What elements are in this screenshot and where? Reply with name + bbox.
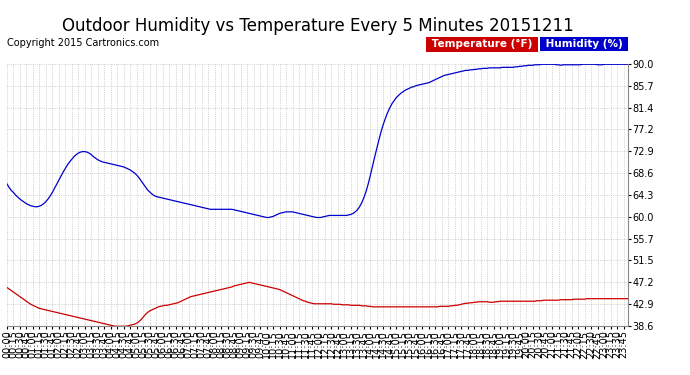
Text: Humidity (%): Humidity (%): [542, 39, 626, 50]
Text: Temperature (°F): Temperature (°F): [428, 39, 536, 50]
Text: Outdoor Humidity vs Temperature Every 5 Minutes 20151211: Outdoor Humidity vs Temperature Every 5 …: [61, 17, 573, 35]
Text: Copyright 2015 Cartronics.com: Copyright 2015 Cartronics.com: [7, 38, 159, 48]
